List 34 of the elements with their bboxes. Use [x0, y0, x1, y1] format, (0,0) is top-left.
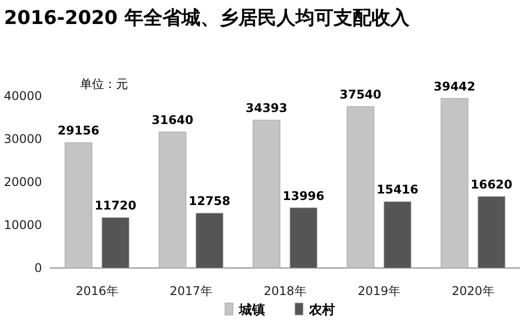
x-tick-label: 2019年 [358, 284, 400, 298]
bar [384, 201, 412, 268]
bar [346, 106, 374, 268]
x-tick-label: 2017年 [170, 284, 212, 298]
data-label: 39442 [434, 79, 476, 94]
bar [478, 196, 506, 268]
text: 单位：元 [80, 77, 128, 91]
legend-label: 城镇 [238, 303, 265, 318]
x-tick-label: 2018年 [264, 284, 306, 298]
bar [102, 217, 130, 268]
bar [440, 98, 468, 268]
x-tick-label: 2020年 [452, 284, 494, 298]
data-label: 31640 [152, 112, 194, 127]
chart-title: 2016-2020 年全省城、乡居民人均可支配收入 [4, 7, 410, 29]
x-tick-label: 2016年 [76, 284, 118, 298]
y-tick-label: 10000 [4, 218, 42, 232]
bar [64, 142, 92, 268]
y-tick-label: 30000 [4, 132, 42, 146]
y-tick-label: 0 [34, 261, 42, 275]
bar [290, 208, 318, 268]
legend-label: 农村 [308, 303, 335, 318]
data-label: 15416 [376, 182, 418, 197]
data-label: 13996 [282, 188, 324, 203]
bar [196, 212, 224, 268]
data-label: 34393 [246, 101, 288, 116]
y-tick-label: 20000 [4, 175, 42, 189]
data-label: 11720 [94, 198, 136, 213]
data-label: 29156 [58, 124, 100, 138]
bar [252, 120, 280, 268]
data-label: 12758 [188, 194, 230, 208]
data-label: 16620 [470, 178, 512, 192]
bar [158, 132, 186, 268]
data-label: 37540 [340, 88, 382, 102]
y-tick-label: 40000 [4, 89, 42, 103]
